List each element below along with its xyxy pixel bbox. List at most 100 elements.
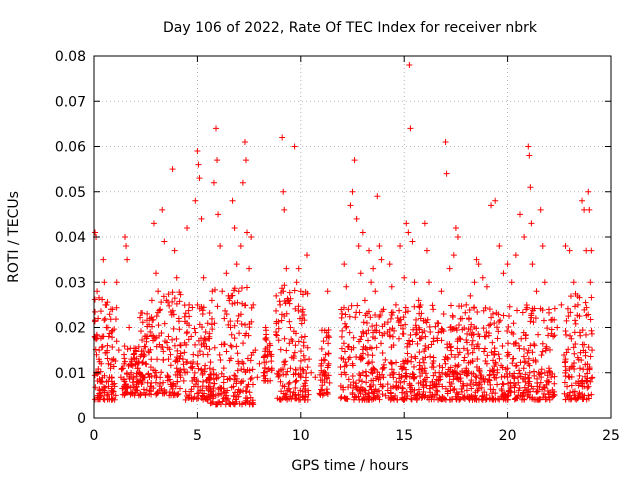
data-point	[203, 377, 210, 384]
data-point	[551, 305, 558, 312]
data-point	[356, 377, 363, 384]
data-point	[101, 317, 108, 324]
data-point	[301, 356, 308, 363]
data-point	[411, 387, 418, 394]
data-point	[268, 358, 275, 365]
data-point	[372, 288, 379, 295]
data-point	[521, 234, 528, 240]
data-point	[246, 324, 253, 331]
data-point	[302, 374, 309, 381]
data-point	[454, 338, 461, 345]
data-point	[434, 335, 441, 342]
data-point	[436, 362, 443, 369]
data-point	[158, 330, 165, 337]
data-point	[177, 385, 184, 392]
data-point	[489, 395, 496, 402]
data-point	[429, 302, 436, 309]
data-point	[286, 289, 293, 296]
data-point	[376, 243, 383, 250]
data-point	[338, 306, 345, 313]
data-point	[130, 351, 137, 358]
data-point	[454, 370, 461, 377]
data-point	[127, 390, 134, 397]
data-point	[482, 357, 489, 364]
data-point	[174, 347, 181, 354]
data-point	[387, 333, 394, 340]
data-point	[248, 375, 255, 382]
data-point	[210, 179, 217, 186]
data-point	[134, 378, 141, 385]
data-point	[406, 62, 413, 69]
data-point	[565, 346, 572, 353]
data-point	[293, 377, 300, 384]
data-point	[572, 303, 579, 310]
data-point	[566, 374, 573, 381]
x-tick-label: 20	[499, 428, 517, 444]
data-point	[223, 311, 230, 318]
data-point	[136, 369, 143, 376]
x-tick-label: 5	[193, 428, 202, 444]
data-point	[159, 343, 166, 350]
data-point	[570, 344, 577, 351]
data-point	[264, 378, 271, 385]
data-point	[397, 322, 404, 329]
data-point	[226, 297, 233, 304]
data-point	[379, 323, 386, 330]
data-point	[459, 368, 466, 375]
data-point	[524, 349, 531, 356]
data-point	[455, 321, 462, 328]
data-point	[198, 366, 205, 373]
data-point	[288, 396, 295, 403]
data-point	[439, 326, 446, 333]
data-point	[384, 329, 391, 336]
data-point	[399, 330, 406, 337]
data-point	[113, 279, 120, 286]
data-point	[437, 376, 444, 383]
data-point	[198, 215, 205, 222]
data-point	[295, 338, 302, 345]
data-point	[201, 343, 208, 350]
data-point	[202, 337, 209, 344]
data-point	[447, 324, 454, 331]
data-point	[241, 302, 248, 309]
data-point	[580, 366, 587, 373]
data-point	[122, 234, 129, 240]
data-point	[326, 334, 333, 341]
data-point	[272, 329, 279, 336]
data-point	[395, 335, 402, 342]
data-point	[287, 324, 294, 331]
data-point	[459, 388, 465, 395]
data-point	[582, 373, 589, 380]
data-point	[587, 279, 594, 286]
data-point	[438, 328, 445, 335]
data-point	[369, 359, 376, 366]
data-point	[491, 345, 498, 352]
data-point	[231, 285, 238, 292]
data-point	[496, 396, 503, 403]
data-point	[123, 243, 130, 250]
data-point	[291, 287, 298, 294]
data-point	[369, 323, 376, 330]
data-point	[363, 319, 370, 326]
data-point	[248, 318, 255, 325]
data-point	[238, 285, 245, 292]
data-point	[221, 315, 228, 322]
data-point	[569, 363, 576, 370]
data-point	[184, 224, 191, 231]
data-point	[545, 306, 552, 313]
data-point	[176, 289, 183, 296]
data-point	[491, 363, 498, 370]
data-point	[286, 318, 293, 325]
data-point	[377, 312, 384, 319]
data-point	[431, 391, 438, 398]
data-point	[281, 361, 288, 368]
data-point	[194, 301, 201, 308]
data-point	[365, 308, 372, 315]
data-point	[325, 327, 332, 334]
data-point	[416, 349, 423, 356]
data-point	[432, 369, 439, 376]
data-point	[372, 335, 379, 342]
data-point	[121, 355, 128, 362]
data-point	[417, 373, 424, 380]
